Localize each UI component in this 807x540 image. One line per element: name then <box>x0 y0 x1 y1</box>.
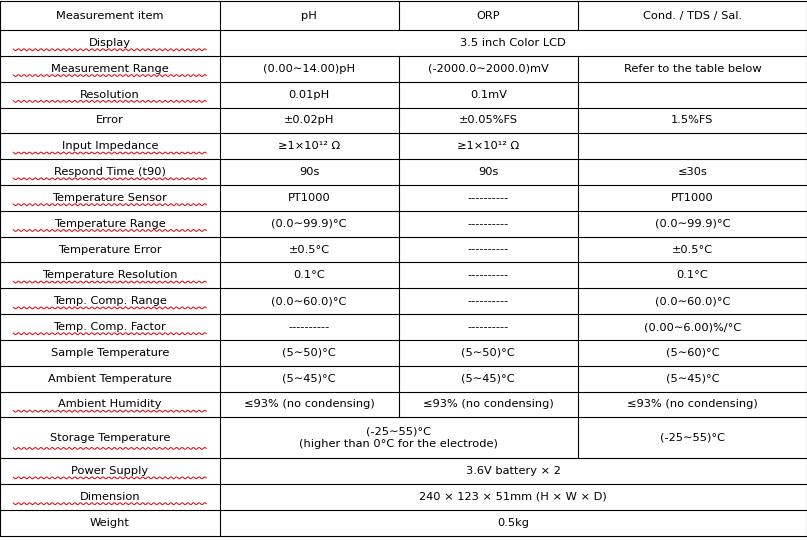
Text: 0.1°C: 0.1°C <box>293 271 325 280</box>
Text: ≥1×10¹² Ω: ≥1×10¹² Ω <box>278 141 340 151</box>
Text: (0.0∼60.0)°C: (0.0∼60.0)°C <box>654 296 730 306</box>
Text: 90s: 90s <box>299 167 320 177</box>
Text: (-25∼55)°C: (-25∼55)°C <box>660 433 725 443</box>
Text: Cond. / TDS / Sal.: Cond. / TDS / Sal. <box>643 11 742 21</box>
Text: ≥1×10¹² Ω: ≥1×10¹² Ω <box>458 141 519 151</box>
Text: (5∼45)°C: (5∼45)°C <box>462 374 515 383</box>
Text: Temperature Sensor: Temperature Sensor <box>52 193 167 203</box>
Text: Storage Temperature: Storage Temperature <box>49 433 170 443</box>
Text: Measurement item: Measurement item <box>56 11 164 21</box>
Text: Weight: Weight <box>90 518 130 528</box>
Text: ----------: ---------- <box>467 219 509 229</box>
Text: ±0.05%FS: ±0.05%FS <box>458 116 518 125</box>
Text: Refer to the table below: Refer to the table below <box>624 64 761 74</box>
Text: ----------: ---------- <box>467 193 509 203</box>
Text: ±0.5°C: ±0.5°C <box>289 245 329 254</box>
Text: Display: Display <box>89 38 131 48</box>
Text: ±0.02pH: ±0.02pH <box>284 116 334 125</box>
Text: Ambient Humidity: Ambient Humidity <box>58 400 161 409</box>
Text: (-2000.0∼2000.0)mV: (-2000.0∼2000.0)mV <box>428 64 549 74</box>
Text: (5∼45)°C: (5∼45)°C <box>282 374 336 383</box>
Text: Temp. Comp. Range: Temp. Comp. Range <box>52 296 167 306</box>
Text: ±0.5°C: ±0.5°C <box>672 245 713 254</box>
Text: Resolution: Resolution <box>80 90 140 100</box>
Text: (5∼45)°C: (5∼45)°C <box>666 374 719 383</box>
Text: 0.1mV: 0.1mV <box>470 90 507 100</box>
Text: ≤93% (no condensing): ≤93% (no condensing) <box>423 400 554 409</box>
Text: PT1000: PT1000 <box>671 193 713 203</box>
Text: 3.6V battery × 2: 3.6V battery × 2 <box>466 466 561 476</box>
Text: (5∼50)°C: (5∼50)°C <box>282 348 336 358</box>
Text: 0.5kg: 0.5kg <box>497 518 529 528</box>
Text: 1.5%FS: 1.5%FS <box>671 116 713 125</box>
Text: (0.00∼6.00)%/°C: (0.00∼6.00)%/°C <box>644 322 741 332</box>
Text: ----------: ---------- <box>467 245 509 254</box>
Text: ----------: ---------- <box>288 322 330 332</box>
Text: Measurement Range: Measurement Range <box>51 64 169 74</box>
Text: 0.1°C: 0.1°C <box>676 271 709 280</box>
Text: ≤30s: ≤30s <box>677 167 708 177</box>
Text: Input Impedance: Input Impedance <box>61 141 158 151</box>
Text: Respond Time (t90): Respond Time (t90) <box>54 167 165 177</box>
Text: (5∼60)°C: (5∼60)°C <box>666 348 719 358</box>
Text: 3.5 inch Color LCD: 3.5 inch Color LCD <box>460 38 567 48</box>
Text: (0.00∼14.00)pH: (0.00∼14.00)pH <box>263 64 355 74</box>
Text: pH: pH <box>301 11 317 21</box>
Text: 90s: 90s <box>478 167 499 177</box>
Text: 240 × 123 × 51mm (H × W × D): 240 × 123 × 51mm (H × W × D) <box>420 492 607 502</box>
Text: Sample Temperature: Sample Temperature <box>51 348 169 358</box>
Text: Power Supply: Power Supply <box>71 466 148 476</box>
Text: PT1000: PT1000 <box>288 193 330 203</box>
Text: Error: Error <box>96 116 123 125</box>
Text: Temperature Resolution: Temperature Resolution <box>42 271 178 280</box>
Text: Temperature Range: Temperature Range <box>54 219 165 229</box>
Text: (-25∼55)°C
(higher than 0°C for the electrode): (-25∼55)°C (higher than 0°C for the elec… <box>299 427 498 449</box>
Text: Ambient Temperature: Ambient Temperature <box>48 374 172 383</box>
Text: 0.01pH: 0.01pH <box>288 90 330 100</box>
Text: Temp. Comp. Factor: Temp. Comp. Factor <box>53 322 166 332</box>
Text: ORP: ORP <box>476 11 500 21</box>
Text: (0.0∼60.0)°C: (0.0∼60.0)°C <box>271 296 347 306</box>
Text: (0.0∼99.9)°C: (0.0∼99.9)°C <box>271 219 347 229</box>
Text: Temperature Error: Temperature Error <box>58 245 161 254</box>
Text: ----------: ---------- <box>467 322 509 332</box>
Text: ----------: ---------- <box>467 271 509 280</box>
Text: (0.0∼99.9)°C: (0.0∼99.9)°C <box>654 219 730 229</box>
Text: Dimension: Dimension <box>79 492 140 502</box>
Text: ----------: ---------- <box>467 296 509 306</box>
Text: ≤93% (no condensing): ≤93% (no condensing) <box>244 400 374 409</box>
Text: (5∼50)°C: (5∼50)°C <box>462 348 515 358</box>
Text: ≤93% (no condensing): ≤93% (no condensing) <box>627 400 758 409</box>
